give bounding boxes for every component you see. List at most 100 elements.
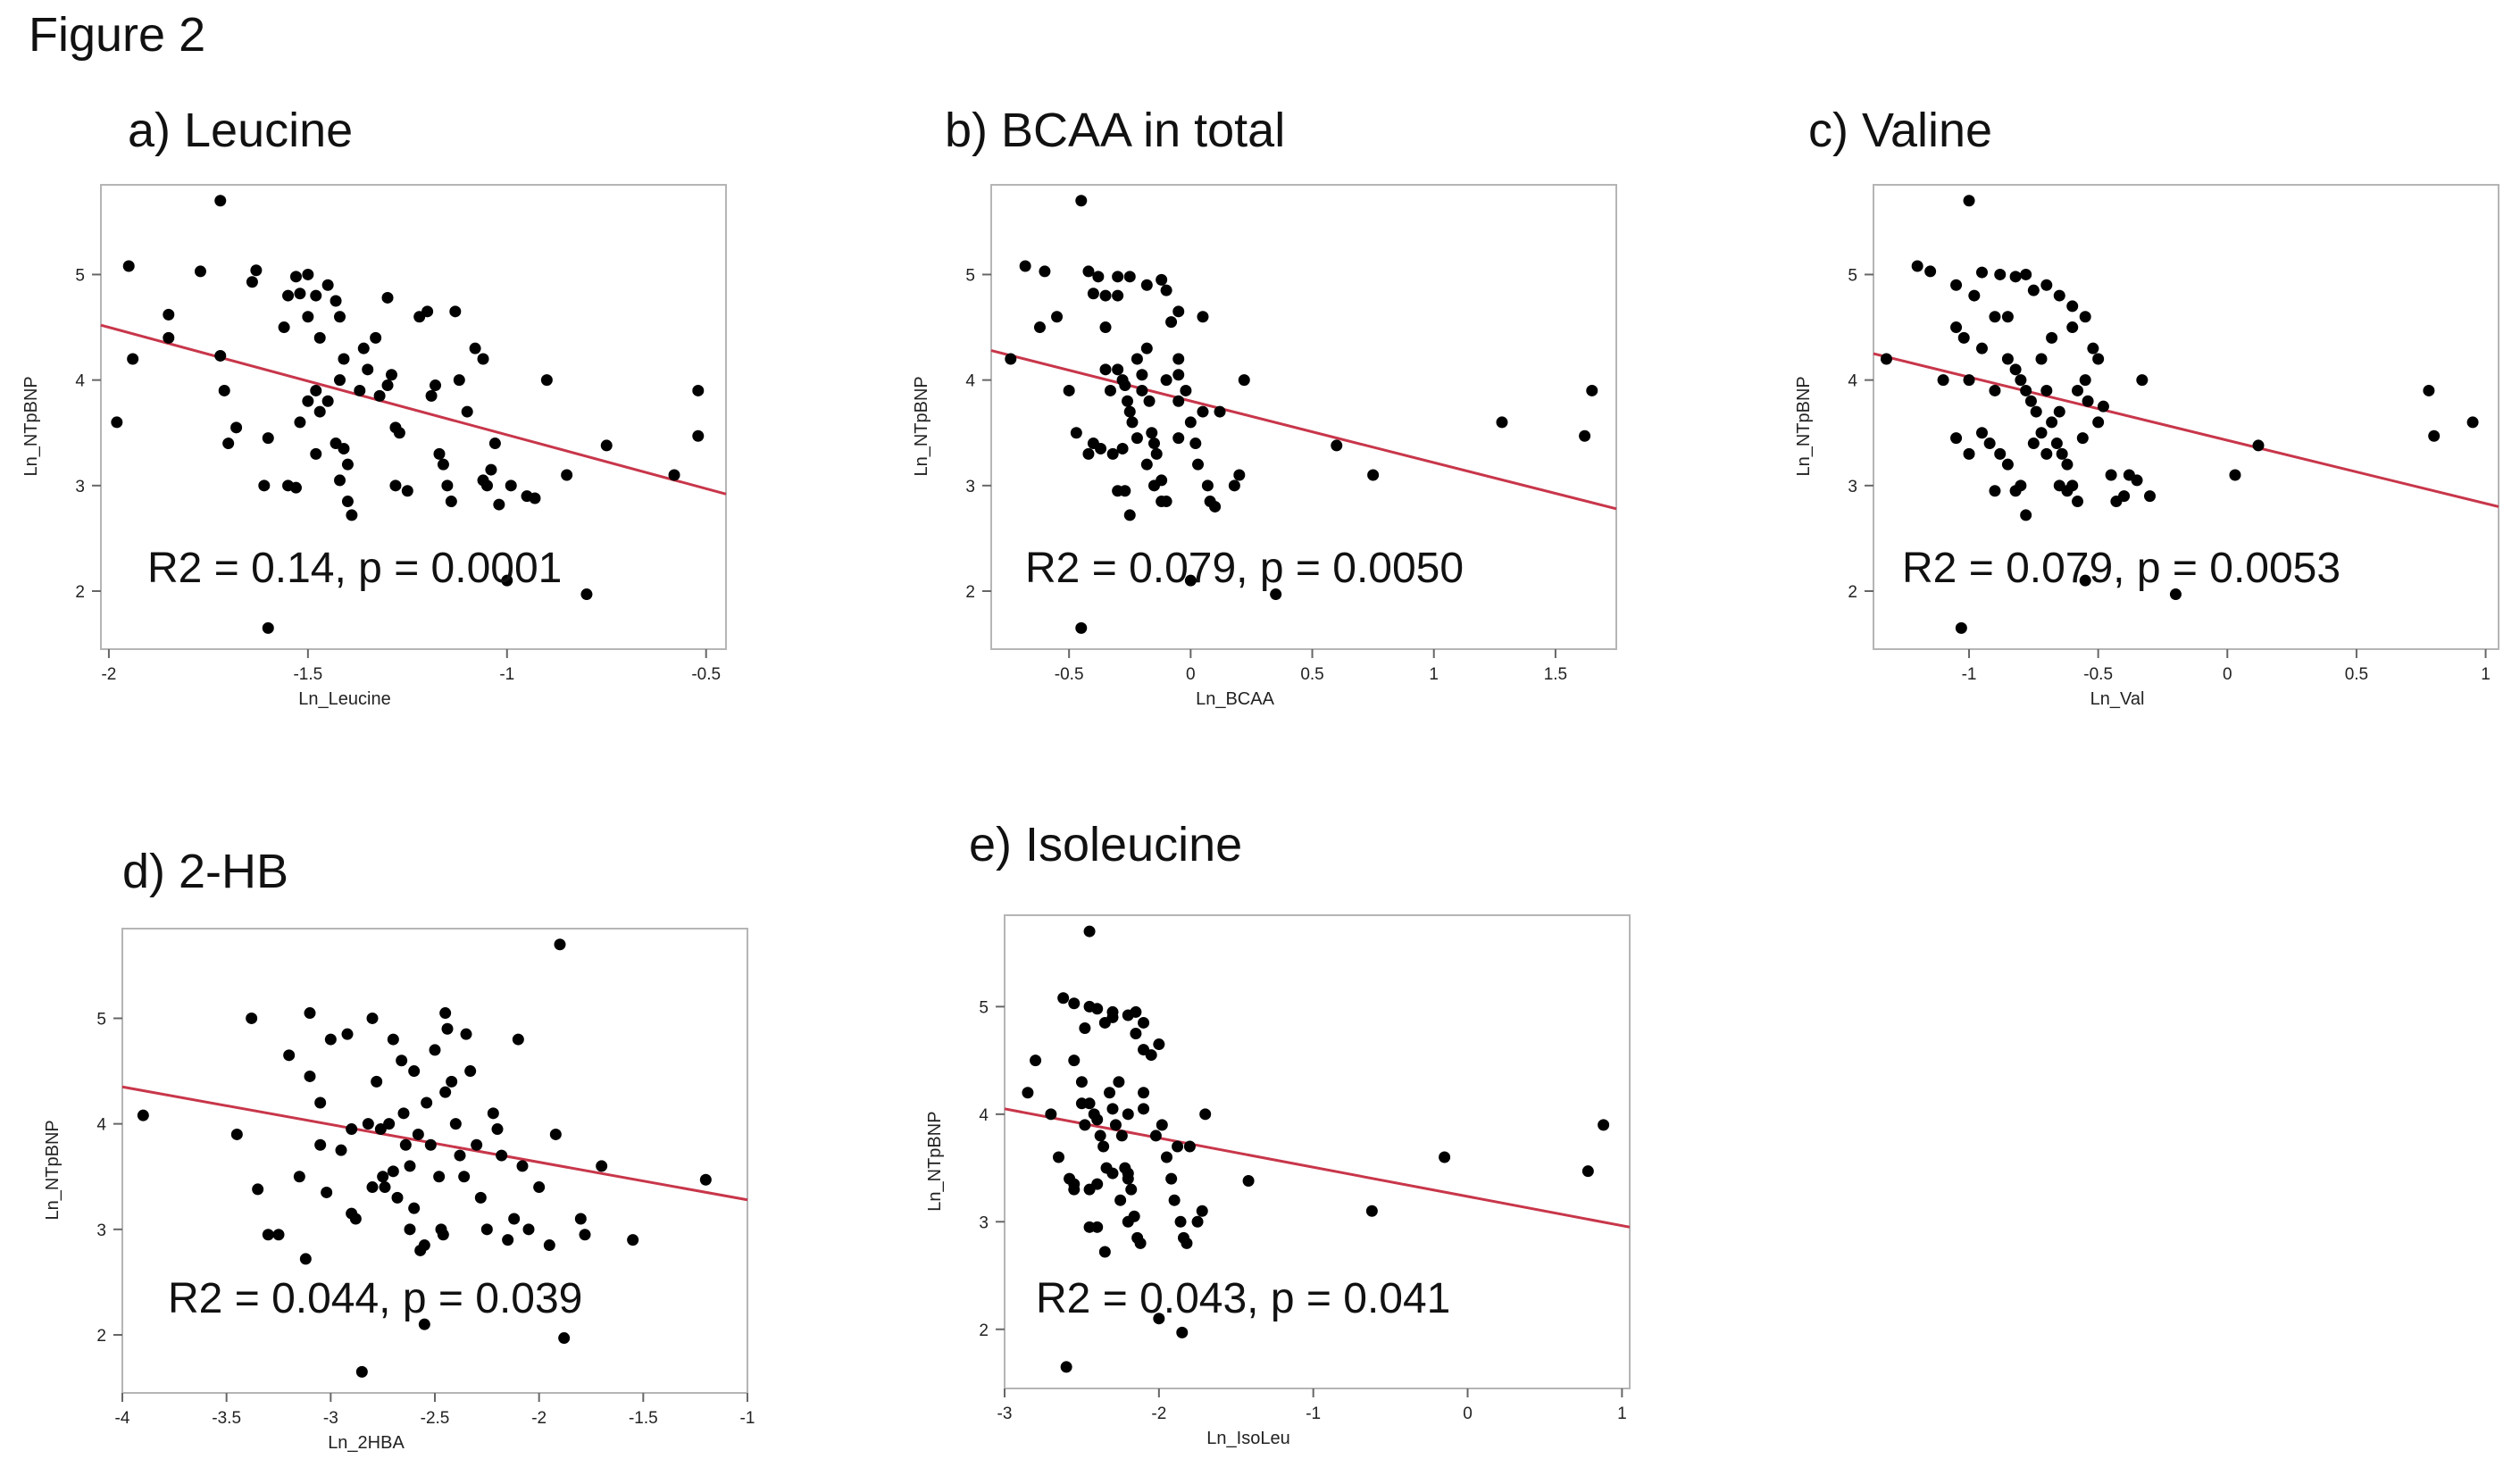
data-point — [460, 1028, 472, 1040]
y-tick-label: 5 — [965, 266, 975, 285]
x-tick-label: -3.5 — [212, 1409, 241, 1428]
data-point — [1197, 405, 1209, 418]
data-point — [404, 1223, 416, 1236]
data-point — [383, 1118, 396, 1130]
data-point — [1068, 997, 1081, 1010]
y-tick-label: 2 — [75, 583, 85, 602]
data-point — [389, 479, 402, 492]
data-point — [330, 295, 342, 307]
data-point — [516, 1160, 529, 1172]
data-point — [289, 271, 302, 283]
data-point — [1112, 363, 1124, 376]
data-point — [2082, 395, 2094, 407]
data-point — [1180, 384, 1192, 396]
data-point — [469, 342, 481, 354]
data-point — [1172, 353, 1185, 365]
data-point — [418, 1239, 430, 1252]
data-point — [1082, 265, 1095, 278]
plot-frame — [990, 184, 1617, 650]
x-tick-label: 1 — [1617, 1405, 1627, 1423]
data-point — [458, 1171, 471, 1183]
data-point — [1172, 395, 1185, 407]
data-point — [692, 429, 705, 442]
data-point — [1270, 588, 1282, 601]
data-point — [314, 1096, 327, 1109]
data-point — [2079, 374, 2091, 387]
data-point — [1091, 1003, 1104, 1015]
data-point — [1138, 1016, 1150, 1029]
data-point — [1104, 384, 1116, 396]
y-axis-label: Ln_NTpBNP — [21, 376, 41, 476]
data-point — [1160, 284, 1172, 296]
data-point — [346, 1123, 358, 1136]
x-tick-label: 0 — [1463, 1405, 1473, 1423]
x-tick-label: -4 — [115, 1409, 130, 1428]
data-point — [533, 1181, 546, 1194]
data-point — [1106, 1167, 1119, 1180]
data-point — [543, 1239, 555, 1252]
x-tick-label: -1 — [1962, 665, 1977, 684]
data-point — [1214, 405, 1226, 418]
data-point — [1083, 925, 1096, 938]
data-point — [321, 279, 334, 291]
plot-frame — [121, 928, 748, 1394]
data-point — [341, 458, 354, 471]
x-tick-label: -0.5 — [1055, 665, 1084, 684]
data-point — [1957, 331, 1970, 344]
data-point — [1989, 485, 2001, 497]
data-point — [314, 1138, 327, 1151]
data-point — [699, 1173, 712, 1186]
data-point — [393, 427, 405, 439]
data-point — [214, 349, 227, 362]
data-point — [381, 291, 394, 304]
data-point — [2097, 400, 2109, 413]
data-point — [561, 469, 573, 481]
data-point — [453, 374, 465, 387]
data-point — [1136, 369, 1148, 381]
x-tick-label: 0.5 — [1300, 665, 1323, 684]
data-point — [1022, 1087, 1034, 1099]
data-point — [1156, 1119, 1168, 1131]
chart-title: b) BCAA in total — [945, 104, 1286, 157]
x-axis-label: Ln_Val — [2090, 689, 2145, 709]
data-point — [1109, 1119, 1122, 1131]
data-point — [346, 1207, 358, 1220]
y-axis-label: Ln_NTpBNP — [925, 1111, 945, 1211]
r2-p-annotation: R2 = 0.044, p = 0.039 — [168, 1275, 582, 1322]
y-tick-label: 5 — [96, 1010, 106, 1029]
data-point — [480, 1223, 493, 1236]
data-point — [272, 1229, 285, 1241]
data-point — [1983, 438, 1996, 450]
data-point — [1496, 416, 1508, 429]
data-point — [1880, 353, 1892, 365]
y-axis-label: Ln_NTpBNP — [912, 376, 931, 476]
data-point — [668, 469, 680, 481]
x-tick-label: 0 — [2223, 665, 2232, 684]
chart-title: d) 2-HB — [122, 845, 289, 898]
y-tick-label: 4 — [965, 372, 975, 391]
data-point — [335, 1144, 347, 1156]
x-tick-label: -2 — [101, 665, 116, 684]
data-point — [1099, 321, 1112, 334]
chart-title: e) Isoleucine — [969, 818, 1243, 871]
data-point — [2030, 405, 2042, 418]
data-point — [408, 1202, 421, 1214]
data-point — [1192, 458, 1205, 471]
x-tick-label: 1 — [1429, 665, 1439, 684]
data-point — [1191, 1215, 1204, 1228]
data-point — [441, 1022, 454, 1035]
data-point — [1094, 1130, 1106, 1142]
data-point — [1233, 469, 1246, 481]
data-point — [1199, 1108, 1212, 1121]
data-point — [2423, 384, 2435, 396]
data-point — [437, 458, 449, 471]
data-point — [1138, 1044, 1150, 1056]
data-point — [493, 498, 505, 511]
data-point — [1106, 1011, 1119, 1023]
data-point — [433, 1171, 446, 1183]
data-point — [2001, 353, 2014, 365]
x-axis-label: Ln_BCAA — [1196, 689, 1274, 709]
data-point — [1030, 1055, 1042, 1067]
